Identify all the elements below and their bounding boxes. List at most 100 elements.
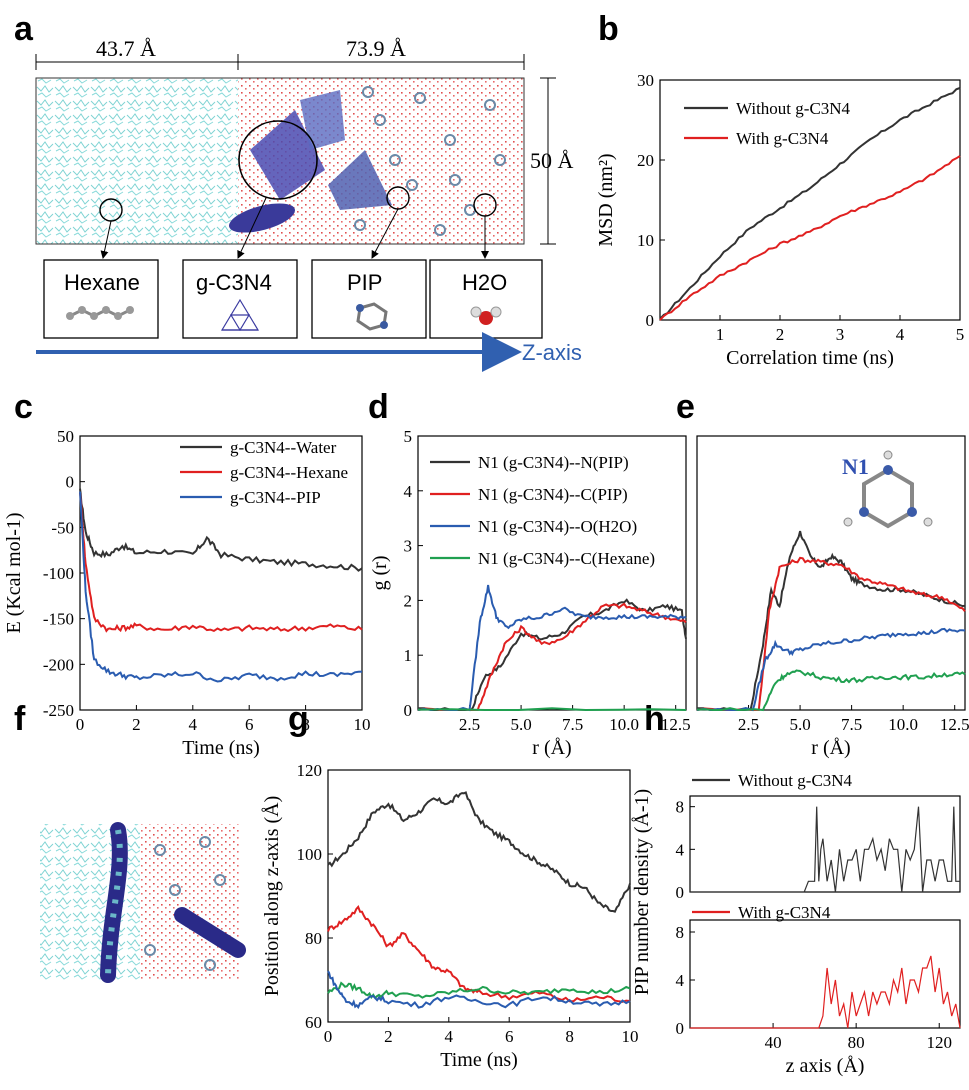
chart-d: 2.5 5.0 7.5 10.0 12.5 0 1 2 3 4 5 r (Å) g (r) N1 (g-C… (369, 427, 691, 759)
panel-label-a: a (14, 10, 34, 48)
x-tick-label: 5.0 (510, 715, 531, 734)
gcn-sphere-chain (100, 822, 128, 983)
x-tick-label: 80 (848, 1033, 865, 1052)
box-water-label: H2O (462, 270, 507, 295)
panel-label-f: f (14, 700, 26, 738)
x-axis-label: r (Å) (532, 737, 571, 759)
y-tick-label: -200 (43, 655, 74, 674)
series-line-3 (696, 627, 966, 712)
plot-frame (417, 435, 687, 711)
x-tick-label: 1 (716, 325, 725, 344)
chart-g: 0 2 4 6 8 10 60 80 100 120 Time (ns) Position along… (261, 761, 639, 1071)
y-tick-label: 8 (676, 798, 685, 817)
x-tick-label: 2 (132, 715, 141, 734)
gcn-sheet (300, 90, 345, 150)
x-tick-label: 4 (445, 1027, 454, 1046)
legend-label: Without g-C3N4 (736, 99, 851, 118)
gcn-spheres (229, 203, 295, 233)
pip-molecules-f (144, 836, 226, 971)
x-tick-label: 7.5 (841, 715, 862, 734)
chart-e: 2.5 5.0 7.5 10.0 12.5 r (Å) (696, 435, 969, 759)
y-axis-label: g (r) (369, 556, 391, 591)
plot-frame (327, 769, 631, 1023)
x-axis-label: Time (ns) (440, 1049, 518, 1071)
x-tick-label: 0 (324, 1027, 333, 1046)
box-hexane (43, 259, 159, 339)
pip-molecule-icon (356, 302, 388, 331)
series-line-4 (327, 970, 631, 1010)
series-line-2 (327, 904, 631, 1003)
y-tick-label: 100 (297, 845, 323, 864)
x-tick-label: 40 (765, 1033, 782, 1052)
box-hexane-label: Hexane (64, 270, 140, 295)
panel-label-e: e (676, 388, 695, 426)
x-tick-label: 4 (896, 325, 905, 344)
x-tick-label: 2 (384, 1027, 393, 1046)
plot-frame (696, 435, 966, 711)
dim-left-label: 43.7 Å (96, 36, 156, 61)
x-tick-label: 120 (926, 1033, 952, 1052)
y-tick-label: 0 (404, 701, 413, 720)
y-tick-label: 1 (404, 646, 413, 665)
y-axis-label: Position along z-axis (Å) (261, 796, 283, 997)
pip-molecules (354, 86, 506, 236)
series-line-2 (417, 602, 687, 712)
legend-label: With g-C3N4 (736, 129, 829, 148)
y-tick-label: 60 (305, 1013, 322, 1032)
y-tick-label: 50 (57, 427, 74, 446)
legend-label: N1 (g-C3N4)--N(PIP) (478, 453, 629, 472)
panel-a: 43.7 Å 73.9 Å 50 Å Hexane (35, 36, 582, 372)
series-line-3 (79, 491, 363, 683)
x-tick-label: 4 (189, 715, 198, 734)
x-tick-label: 10 (354, 715, 371, 734)
x-tick-label: 3 (836, 325, 845, 344)
x-tick-label: 7.5 (562, 715, 583, 734)
legend-label: N1 (g-C3N4)--C(PIP) (478, 485, 628, 504)
x-tick-label: 12.5 (661, 715, 691, 734)
dim-height-label: 50 Å (530, 148, 574, 173)
series-line-1 (690, 955, 961, 1029)
y-tick-label: 20 (637, 151, 654, 170)
series-line-4 (696, 669, 966, 712)
y-axis-label: MSD (nm²) (595, 153, 617, 246)
y-tick-label: -150 (43, 610, 74, 629)
legend-label: g-C3N4--Hexane (230, 463, 348, 482)
panel-label-d: d (368, 388, 389, 426)
x-tick-label: 6 (245, 715, 254, 734)
y-tick-label: 8 (676, 923, 685, 942)
series-line-3 (417, 584, 687, 712)
hexane-region (36, 78, 238, 244)
box-pip (311, 259, 427, 339)
x-axis-label: r (Å) (811, 737, 850, 759)
series-line-1 (690, 806, 960, 893)
dim-right-label: 73.9 Å (346, 36, 406, 61)
y-tick-label: 80 (305, 929, 322, 948)
y-tick-label: 2 (404, 591, 413, 610)
zoom-circle-gcn (238, 120, 318, 200)
series-line-2 (659, 155, 961, 321)
panel-label-b: b (598, 10, 619, 48)
y-axis-label: PIP number density (Å-1) (631, 789, 653, 995)
x-tick-label: 6 (505, 1027, 514, 1046)
n1-molecule-inset: N1 (842, 450, 933, 529)
series-line-2 (79, 492, 363, 633)
hexane-molecule-icon (66, 306, 134, 320)
y-tick-label: 10 (637, 231, 654, 250)
y-tick-label: -100 (43, 564, 74, 583)
y-tick-label: 0 (676, 883, 685, 902)
chart-c: 0 2 4 6 8 10 -250 -200 -150 -100 -50 0 50 Time (ns) E … (3, 427, 371, 759)
x-tick-label: 10.0 (888, 715, 918, 734)
chart-b: 1 2 3 4 5 0 10 20 30 Correlation time (ns) MSD (nm… (595, 71, 964, 369)
chart-h-top: 0 4 8 PIP number density (Å-1) Without g-C3N… (631, 771, 961, 995)
plot-frame (689, 795, 961, 893)
snapshot-water (140, 824, 240, 980)
panel-f (40, 822, 246, 983)
n1-annotation: N1 (842, 454, 869, 479)
x-axis-label: Correlation time (ns) (726, 347, 894, 369)
box-gcn-label: g-C3N4 (196, 270, 272, 295)
legend-label: g-C3N4--PIP (230, 488, 321, 507)
y-tick-label: -250 (43, 701, 74, 720)
series-line-1 (327, 791, 631, 913)
x-tick-label: 8 (565, 1027, 574, 1046)
